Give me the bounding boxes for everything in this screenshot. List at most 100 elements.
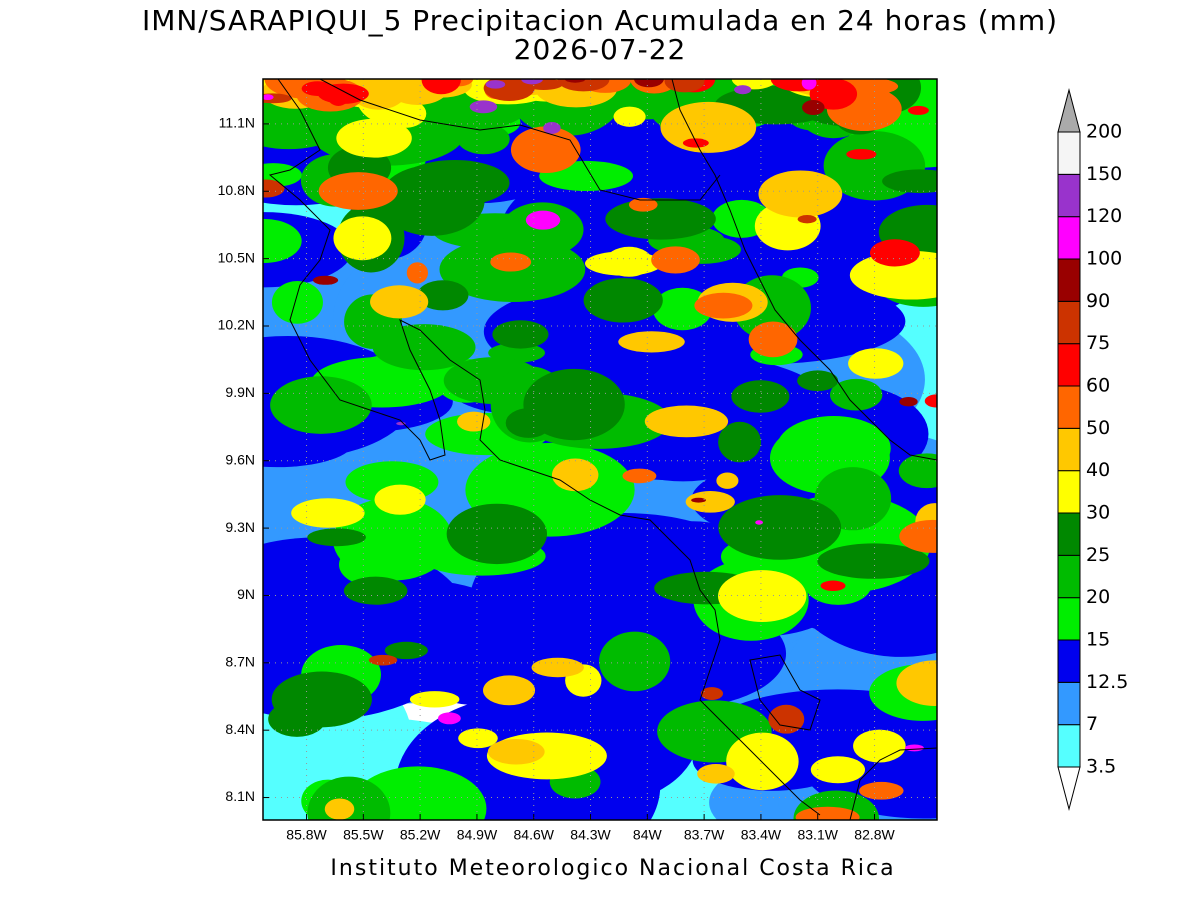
precip-blob: [613, 106, 646, 127]
precip-blob: [628, 197, 658, 212]
precip-blob: [521, 79, 543, 85]
precip-blob: [409, 691, 460, 708]
precip-blob: [324, 798, 355, 820]
precip-blob: [882, 169, 937, 194]
precip-blob: [487, 738, 545, 765]
y-tick-label: 8.4N: [225, 721, 255, 737]
precip-blob: [651, 246, 700, 274]
colorbar-label: 25: [1086, 544, 1110, 566]
precip-blob: [605, 246, 653, 277]
precip-blob: [768, 704, 805, 734]
precip-blob: [664, 79, 705, 93]
y-tick-label: 8.7N: [225, 654, 255, 670]
y-tick-label: 9.6N: [225, 451, 255, 467]
precip-blob: [896, 660, 937, 706]
precip-blob: [899, 519, 937, 553]
precip-blob: [492, 320, 549, 349]
colorbar-label: 3.5: [1086, 756, 1116, 778]
colorbar-label: 200: [1086, 121, 1122, 143]
precip-blob: [485, 80, 506, 89]
precip-blob: [417, 280, 469, 311]
precip-blob: [372, 324, 476, 371]
precip-blob: [905, 744, 924, 752]
precip-blob: [830, 378, 883, 411]
precip-blob: [660, 101, 757, 153]
precip-blob: [700, 687, 724, 701]
precip-blob: [697, 763, 735, 784]
x-tick-label: 83.7W: [684, 827, 725, 843]
colorbar: 3.5 7 12.5 15 20 25 30 40 50 60 75 90 100 120 150 200: [1057, 88, 1128, 811]
precip-blob: [327, 85, 350, 106]
precip-blob: [801, 79, 817, 90]
y-tick-label: 8.1N: [225, 788, 255, 804]
colorbar-box: [1057, 216, 1081, 260]
panama-border: [849, 747, 937, 820]
x-tick-label: 84W: [633, 827, 663, 843]
precip-blob: [755, 520, 763, 525]
colorbar-box: [1057, 639, 1081, 683]
precip-blob: [853, 729, 906, 763]
precip-blob: [817, 543, 930, 579]
colorbar-box: [1057, 131, 1081, 175]
y-tick-label: 9.9N: [225, 384, 255, 400]
colorbar-label: 90: [1086, 290, 1110, 312]
precip-blob: [718, 421, 762, 463]
precip-blob: [810, 756, 866, 784]
colorbar-label: 20: [1086, 586, 1110, 608]
precip-blob: [490, 252, 532, 272]
precip-blob: [605, 198, 716, 240]
precip-blob: [583, 278, 663, 323]
x-tick-label: 85.2W: [400, 827, 441, 843]
colorbar-label: 40: [1086, 459, 1110, 481]
precip-blob: [437, 712, 461, 725]
precip-blob: [718, 495, 842, 560]
precip-blob: [483, 675, 536, 706]
footer: Instituto Meteorologico Nacional Costa R…: [330, 856, 895, 881]
precip-blob: [457, 123, 510, 155]
precip-blob: [343, 576, 408, 605]
precip-blob: [797, 370, 839, 392]
precip-blob: [622, 468, 657, 484]
precip-blob: [263, 218, 302, 263]
precip-blob: [797, 214, 817, 224]
colorbar-box: [1057, 173, 1081, 218]
precip-blob: [898, 453, 937, 489]
precip-blob: [505, 408, 552, 438]
x-tick-label: 83.4W: [741, 827, 782, 843]
precip-blob: [551, 458, 599, 492]
precip-blob: [802, 99, 825, 116]
precip-blob: [347, 79, 410, 110]
precip-blob: [368, 654, 398, 666]
precip-blob: [525, 210, 561, 230]
precip-blob: [457, 411, 491, 432]
precip-blob: [644, 405, 729, 438]
precip-field: [263, 79, 937, 820]
colorbar-over: [1057, 88, 1081, 133]
precip-blob: [291, 498, 365, 528]
precip-blob: [691, 497, 706, 503]
precip-blob: [924, 394, 937, 408]
precip-blob: [564, 79, 586, 83]
precip-blob: [717, 570, 807, 623]
map-title: IMN/SARAPIQUI_5 Precipitacion Acumulada …: [142, 4, 1058, 37]
colorbar-box: [1057, 681, 1081, 726]
precip-blob: [758, 170, 843, 218]
precip-blob: [795, 806, 860, 820]
colorbar-label: 15: [1086, 629, 1110, 651]
precip-blob: [406, 262, 429, 284]
precip-blob: [379, 165, 485, 236]
nicaragua-border: [319, 79, 721, 201]
precip-blob: [263, 94, 274, 101]
x-tick-label: 84.6W: [514, 827, 555, 843]
precip-blob: [543, 122, 561, 134]
colorbar-label: 60: [1086, 375, 1110, 397]
colorbar-label: 100: [1086, 248, 1122, 270]
grid: 85.8W 85.5W 85.2W 84.9W 84.6W 84.3W 84W 83.7W 83…: [218, 79, 937, 843]
precip-blob: [332, 497, 453, 581]
colorbar-box: [1057, 258, 1081, 302]
precip-blob: [748, 321, 798, 358]
osa-peninsula: [749, 654, 821, 731]
y-tick-label: 9.3N: [225, 519, 255, 535]
precip-blob: [271, 280, 323, 324]
